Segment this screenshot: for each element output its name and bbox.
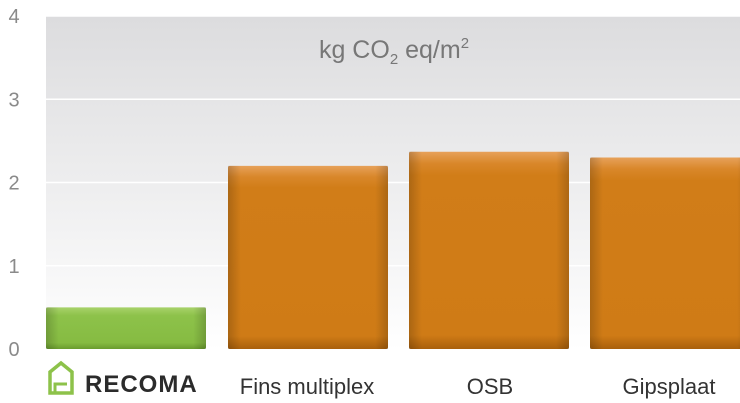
- bar-shade-2: [409, 151, 569, 349]
- bar-shade-1: [228, 165, 388, 349]
- unit-label: kg CO2 eq/m2: [319, 35, 469, 68]
- house-icon: [48, 360, 74, 395]
- y-axis: 0 1 2 3 4: [8, 6, 19, 361]
- bar-shade-0: [46, 307, 206, 349]
- y-tick-label-4: 4: [8, 6, 19, 28]
- y-tick-label-1: 1: [8, 256, 19, 278]
- bars: [46, 151, 740, 349]
- y-tick-label-0: 0: [8, 339, 19, 361]
- category-label-2: OSB: [467, 374, 513, 399]
- bar-shade-3: [590, 157, 740, 349]
- y-tick-label-2: 2: [8, 173, 19, 195]
- y-tick-label-3: 3: [8, 89, 19, 111]
- category-label-1: Fins multiplex: [240, 374, 374, 399]
- unit-main: kg CO: [319, 36, 390, 64]
- unit-mid: eq/m: [398, 36, 461, 64]
- category-label-0: RECOMA: [85, 371, 198, 398]
- unit-subscript: 2: [390, 51, 398, 68]
- recoma-logo: RECOMA: [48, 360, 198, 398]
- unit-superscript: 2: [461, 35, 469, 52]
- category-label-3: Gipsplaat: [623, 374, 716, 399]
